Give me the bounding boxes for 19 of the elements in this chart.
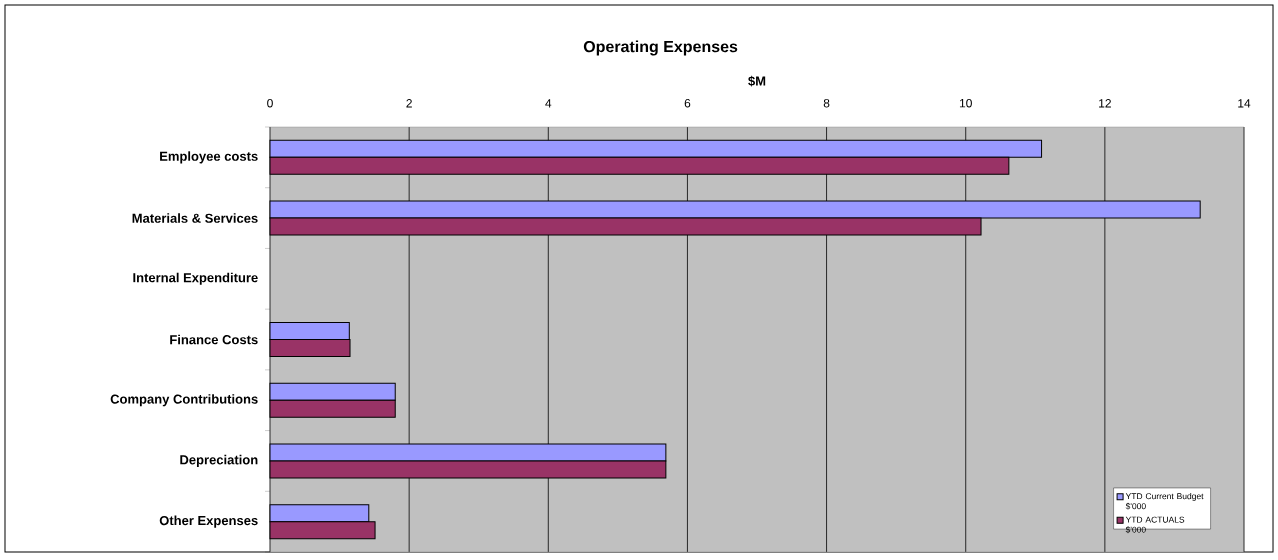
- x-tick-label: 8: [823, 98, 830, 108]
- x-tick-label: 12: [1099, 99, 1111, 108]
- chart-title: Operating Expenses: [583, 40, 738, 56]
- y-tick-label: Materials & Services: [132, 213, 258, 223]
- x-tick-label: 4: [545, 99, 552, 108]
- y-tick-label: Company Contributions: [110, 394, 258, 407]
- x-tick-label: 0: [267, 98, 273, 108]
- y-tick-label: Employee costs: [160, 151, 258, 164]
- x-axis-title: $M: [748, 75, 766, 87]
- x-tick-label: 10: [959, 98, 972, 108]
- y-tick-label: Depreciation: [180, 454, 258, 467]
- y-tick-label: Internal Expenditure: [133, 272, 258, 285]
- x-tick-label: 2: [406, 99, 412, 108]
- legend-label: YTD Current Budget $'000: [1125, 492, 1204, 510]
- legend-label: YTD ACTUALS $'000: [1125, 516, 1185, 534]
- x-tick-label: 6: [684, 98, 691, 108]
- x-tick-label: 14: [1238, 99, 1251, 108]
- y-tick-label: Finance Costs: [170, 334, 258, 345]
- y-tick-label: Other Expenses: [159, 515, 258, 528]
